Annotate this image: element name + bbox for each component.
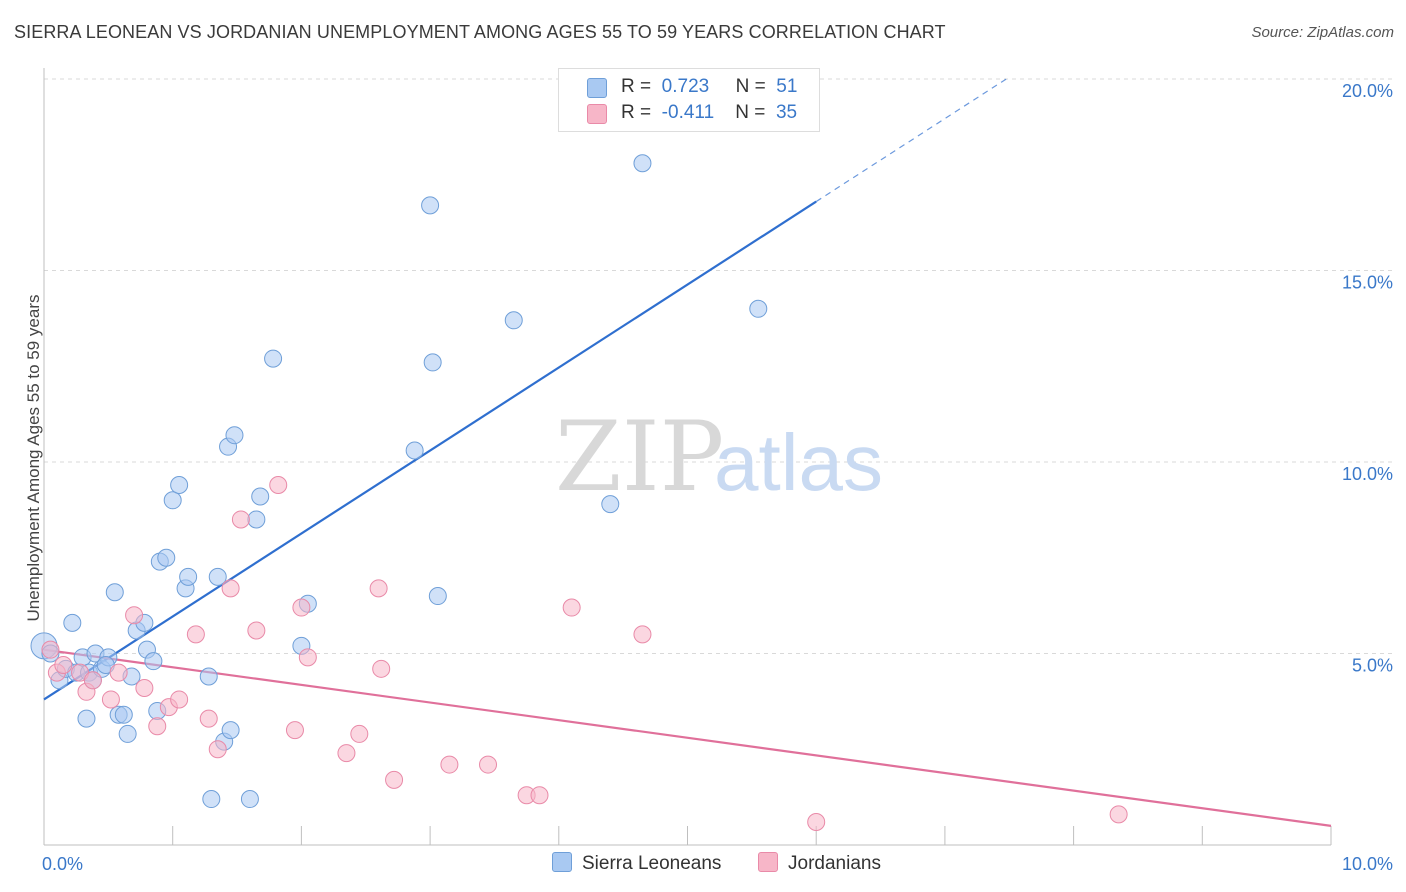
- data-point-sierra-leonean: [423, 353, 442, 372]
- data-point-jordanian: [199, 709, 218, 728]
- data-point-jordanian: [170, 690, 189, 709]
- data-point-jordanian: [385, 770, 404, 789]
- data-point-sierra-leonean: [163, 491, 182, 510]
- trend-line-extension: [815, 76, 1010, 203]
- data-point-jordanian: [186, 625, 205, 644]
- y-tick-label: 20.0%: [1342, 81, 1393, 101]
- data-point-jordanian: [807, 813, 826, 832]
- legend-swatch-blue: [587, 78, 607, 98]
- legend-swatch-pink: [587, 104, 607, 124]
- grid-layer: [44, 78, 1394, 654]
- data-point-jordanian: [479, 755, 498, 774]
- data-point-sierra-leonean: [170, 475, 189, 494]
- data-point-sierra-leonean: [247, 510, 266, 529]
- data-point-sierra-leonean: [199, 667, 218, 686]
- bottom-legend-label: Sierra Leoneans: [582, 853, 722, 874]
- data-point-sierra-leonean: [202, 790, 221, 809]
- y-tick-label: 5.0%: [1352, 656, 1393, 676]
- data-point-jordanian: [221, 579, 240, 598]
- data-point-jordanian: [440, 755, 459, 774]
- legend-r-label: R =: [621, 76, 652, 97]
- data-point-sierra-leonean: [144, 652, 163, 671]
- data-point-sierra-leonean: [225, 426, 244, 445]
- bottom-legend-swatch-pink: [758, 852, 778, 872]
- data-point-sierra-leonean: [428, 587, 447, 606]
- data-point-sierra-leonean: [749, 299, 768, 318]
- data-point-jordanian: [54, 655, 73, 674]
- data-point-jordanian: [292, 598, 311, 617]
- trend-line-sierra-leoneans: [43, 200, 817, 701]
- data-point-sierra-leonean: [157, 548, 176, 567]
- data-point-sierra-leonean: [601, 495, 620, 514]
- legend-n-label: N =: [735, 102, 766, 123]
- data-point-sierra-leonean: [240, 790, 259, 809]
- data-point-sierra-leonean: [118, 724, 137, 743]
- data-point-jordanian: [369, 579, 388, 598]
- data-point-jordanian: [337, 744, 356, 763]
- data-point-jordanian: [269, 475, 288, 494]
- data-point-sierra-leonean: [504, 311, 523, 330]
- watermark-text: atlas: [714, 418, 883, 507]
- data-point-jordanian: [125, 606, 144, 625]
- x-tick-label: 10.0%: [1342, 854, 1393, 874]
- data-point-sierra-leonean: [633, 154, 652, 173]
- data-point-sierra-leonean: [221, 721, 240, 740]
- y-tick-label: 15.0%: [1342, 273, 1393, 293]
- trend-line-layer: [43, 76, 1332, 827]
- chart-title: SIERRA LEONEAN VS JORDANIAN UNEMPLOYMENT…: [14, 22, 946, 42]
- y-axis-label: Unemployment Among Ages 55 to 59 years: [24, 294, 43, 622]
- legend-r-value: 0.723: [661, 76, 710, 97]
- data-point-sierra-leonean: [421, 196, 440, 215]
- point-layer: [30, 154, 1128, 832]
- data-point-jordanian: [101, 690, 120, 709]
- bottom-legend-label: Jordanians: [788, 853, 881, 874]
- data-point-sierra-leonean: [114, 705, 133, 724]
- data-point-jordanian: [208, 740, 227, 759]
- data-point-jordanian: [298, 648, 317, 667]
- data-point-jordanian: [372, 659, 391, 678]
- data-point-jordanian: [633, 625, 652, 644]
- watermark-text: ZIP: [555, 401, 724, 513]
- data-point-sierra-leonean: [77, 709, 96, 728]
- data-point-jordanian: [1109, 805, 1128, 824]
- data-point-sierra-leonean: [208, 567, 227, 586]
- data-point-jordanian: [231, 510, 250, 529]
- data-point-jordanian: [350, 724, 369, 743]
- legend-n-value: 35: [775, 102, 798, 123]
- data-point-sierra-leonean: [63, 613, 82, 632]
- correlation-legend: R = 0.723 N = 51 R = -0.411 N = 35: [558, 68, 820, 132]
- data-point-sierra-leonean: [179, 567, 198, 586]
- data-point-jordanian: [41, 640, 60, 659]
- data-point-sierra-leonean: [105, 583, 124, 602]
- data-point-jordanian: [247, 621, 266, 640]
- data-point-jordanian: [83, 671, 102, 690]
- data-point-sierra-leonean: [251, 487, 270, 506]
- legend-n-value: 51: [776, 76, 798, 97]
- legend-n-label: N =: [735, 76, 766, 97]
- bottom-legend-sierra-leoneans: Sierra Leoneans: [552, 852, 721, 875]
- bottom-legend-swatch-blue: [552, 852, 572, 872]
- data-point-jordanian: [285, 721, 304, 740]
- legend-r-value: -0.411: [661, 102, 715, 123]
- legend-r-label: R =: [621, 102, 652, 123]
- x-tick-label: 0.0%: [42, 854, 83, 874]
- axis-layer: [43, 68, 1332, 846]
- data-point-sierra-leonean: [264, 349, 283, 368]
- data-point-jordanian: [135, 678, 154, 697]
- trend-line-jordanians: [43, 648, 1332, 827]
- data-point-sierra-leonean: [405, 441, 424, 460]
- source-label: Source: ZipAtlas.com: [1251, 24, 1394, 41]
- data-point-jordanian: [530, 786, 549, 805]
- data-point-jordanian: [562, 598, 581, 617]
- y-tick-label: 10.0%: [1342, 464, 1393, 484]
- tick-label-layer: 5.0% 10.0% 15.0% 20.0% 0.0% 10.0%: [42, 81, 1393, 874]
- data-point-jordanian: [148, 717, 167, 736]
- bottom-legend-jordanians: Jordanians: [758, 852, 881, 875]
- data-point-jordanian: [109, 663, 128, 682]
